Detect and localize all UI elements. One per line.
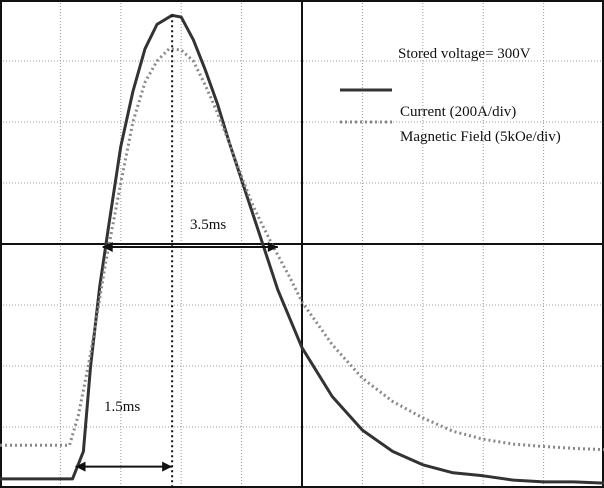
pulse-width-arrow-head-left — [102, 242, 113, 253]
pulse-width-arrow-head-right — [267, 242, 278, 253]
rise-time-arrow-head-right — [162, 461, 173, 472]
legend-field-label: Magnetic Field (5kOe/div) — [400, 129, 561, 145]
series-layer — [0, 13, 604, 485]
current-curve — [0, 13, 604, 485]
rise-time-arrow-head-left — [75, 461, 86, 472]
pulse-width-label: 3.5ms — [190, 217, 226, 233]
rise-time-label: 1.5ms — [104, 399, 140, 415]
annotation-markers — [75, 15, 278, 488]
legend-current-label: Current (200A/div) — [400, 104, 516, 120]
legend: Stored voltage= 300V Current (200A/div) … — [340, 46, 561, 145]
stored-voltage-label: Stored voltage= 300V — [398, 46, 531, 62]
